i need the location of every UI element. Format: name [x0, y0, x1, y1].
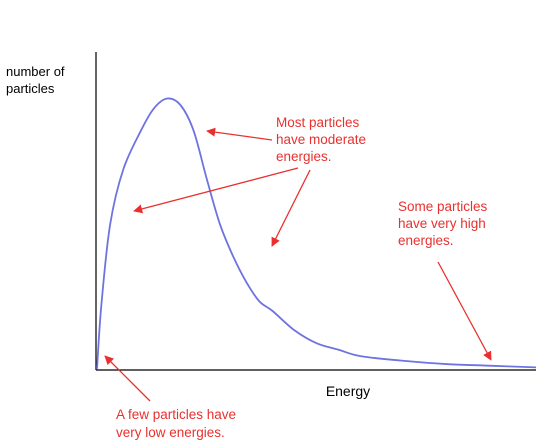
annotation-high-line-2: have very high — [398, 216, 486, 231]
annotation-most-particles: Most particles have moderate energies. — [133, 115, 366, 247]
annotation-most-line-3: energies. — [276, 149, 332, 164]
annotation-most-line-2: have moderate — [276, 132, 366, 147]
arrow-to-origin — [104, 355, 151, 402]
annotation-high-line-1: Some particles — [398, 199, 488, 214]
arrow-to-tail — [437, 261, 492, 361]
annotation-low-line-1: A few particles have — [116, 407, 236, 422]
distribution-curve — [96, 97, 537, 370]
annotation-most-line-1: Most particles — [276, 115, 360, 130]
annotation-few-particles: A few particles have very low energies. — [104, 355, 236, 440]
annotation-some-particles: Some particles have very high energies. — [398, 199, 492, 361]
arrow-to-peak — [206, 127, 273, 141]
y-axis-label-line-2: particles — [6, 81, 55, 96]
annotation-high-line-3: energies. — [398, 233, 454, 248]
arrow-to-rising-side — [133, 167, 299, 214]
x-axis-label: Energy — [326, 383, 370, 399]
annotation-low-line-2: very low energies. — [116, 425, 225, 440]
y-axis-label-line-1: number of — [6, 64, 65, 79]
arrow-to-falling-side — [271, 169, 311, 247]
